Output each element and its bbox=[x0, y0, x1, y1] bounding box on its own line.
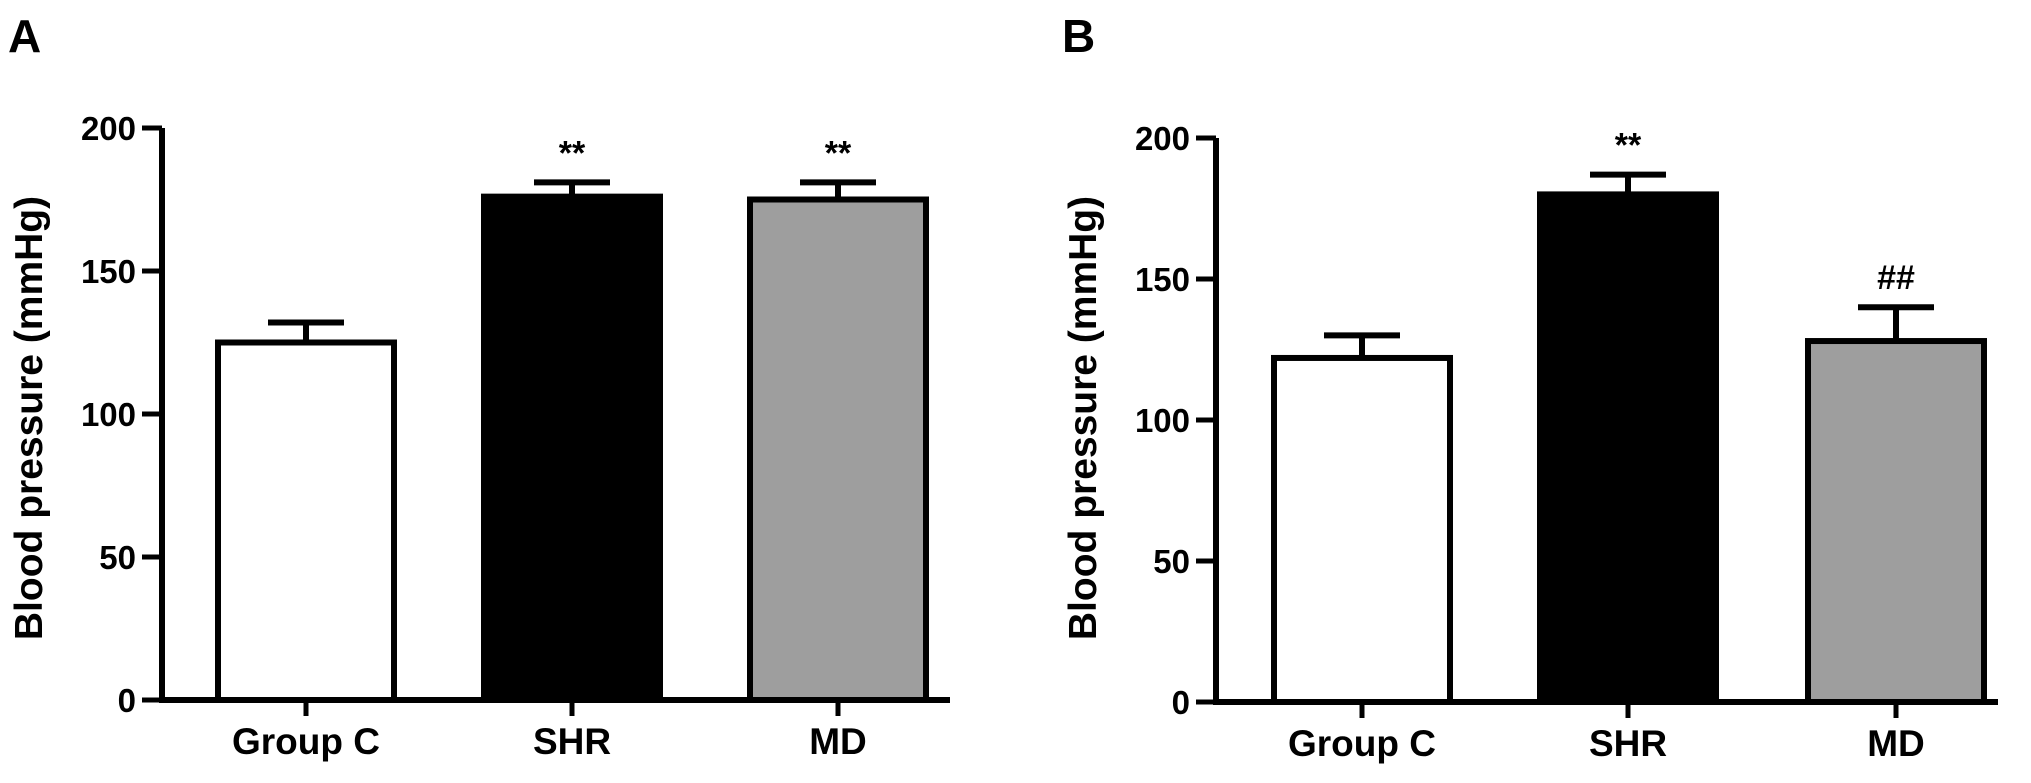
bar-md-b bbox=[1805, 338, 1987, 705]
x-tick-label-shr-a: SHR bbox=[533, 721, 611, 762]
y-tick-label-0-a: 0 bbox=[118, 682, 136, 719]
y-tick-label-150-a: 150 bbox=[81, 253, 136, 290]
bar-group-c-b bbox=[1271, 354, 1453, 705]
y-axis-title-a: Blood pressure (mmHg) bbox=[8, 196, 51, 640]
x-tick-label-md-a: MD bbox=[809, 721, 867, 762]
plot-area-a: Group C ** SHR ** MD 0 50 100 150 200 bbox=[81, 110, 950, 762]
significance-label-md-a: ** bbox=[825, 134, 852, 172]
panel-letter-a: A bbox=[8, 10, 41, 62]
x-tick-label-group-c-a: Group C bbox=[232, 721, 380, 762]
x-tick-label-md-b: MD bbox=[1867, 723, 1925, 764]
x-tick-label-shr-b: SHR bbox=[1589, 723, 1667, 764]
bar-md-a bbox=[747, 196, 929, 703]
significance-label-md-b: ## bbox=[1877, 259, 1915, 297]
significance-label-shr-b: ** bbox=[1615, 127, 1642, 165]
y-axis-title-b: Blood pressure (mmHg) bbox=[1062, 196, 1105, 640]
panel-a: A Blood pressure (mmHg) Group C ** SHR ** MD… bbox=[8, 10, 950, 762]
y-tick-label-200-a: 200 bbox=[81, 110, 136, 147]
y-tick-label-50-b: 50 bbox=[1153, 543, 1190, 580]
y-tick-label-150-b: 150 bbox=[1135, 261, 1190, 298]
x-tick-label-group-c-b: Group C bbox=[1288, 723, 1436, 764]
significance-label-shr-a: ** bbox=[559, 134, 586, 172]
y-tick-label-100-a: 100 bbox=[81, 396, 136, 433]
bar-shr-a bbox=[481, 193, 663, 703]
bar-shr-b bbox=[1537, 191, 1719, 705]
bar-group-c-a bbox=[215, 339, 397, 703]
y-tick-label-50-a: 50 bbox=[99, 539, 136, 576]
y-tick-label-200-b: 200 bbox=[1135, 120, 1190, 157]
panel-letter-b: B bbox=[1062, 10, 1095, 62]
y-tick-label-100-b: 100 bbox=[1135, 402, 1190, 439]
panel-b: B Blood pressure (mmHg) Group C ** SHR ## MD… bbox=[1062, 10, 1998, 764]
y-tick-label-0-b: 0 bbox=[1172, 684, 1190, 721]
plot-area-b: Group C ** SHR ## MD 0 50 100 150 200 bbox=[1135, 120, 1998, 764]
